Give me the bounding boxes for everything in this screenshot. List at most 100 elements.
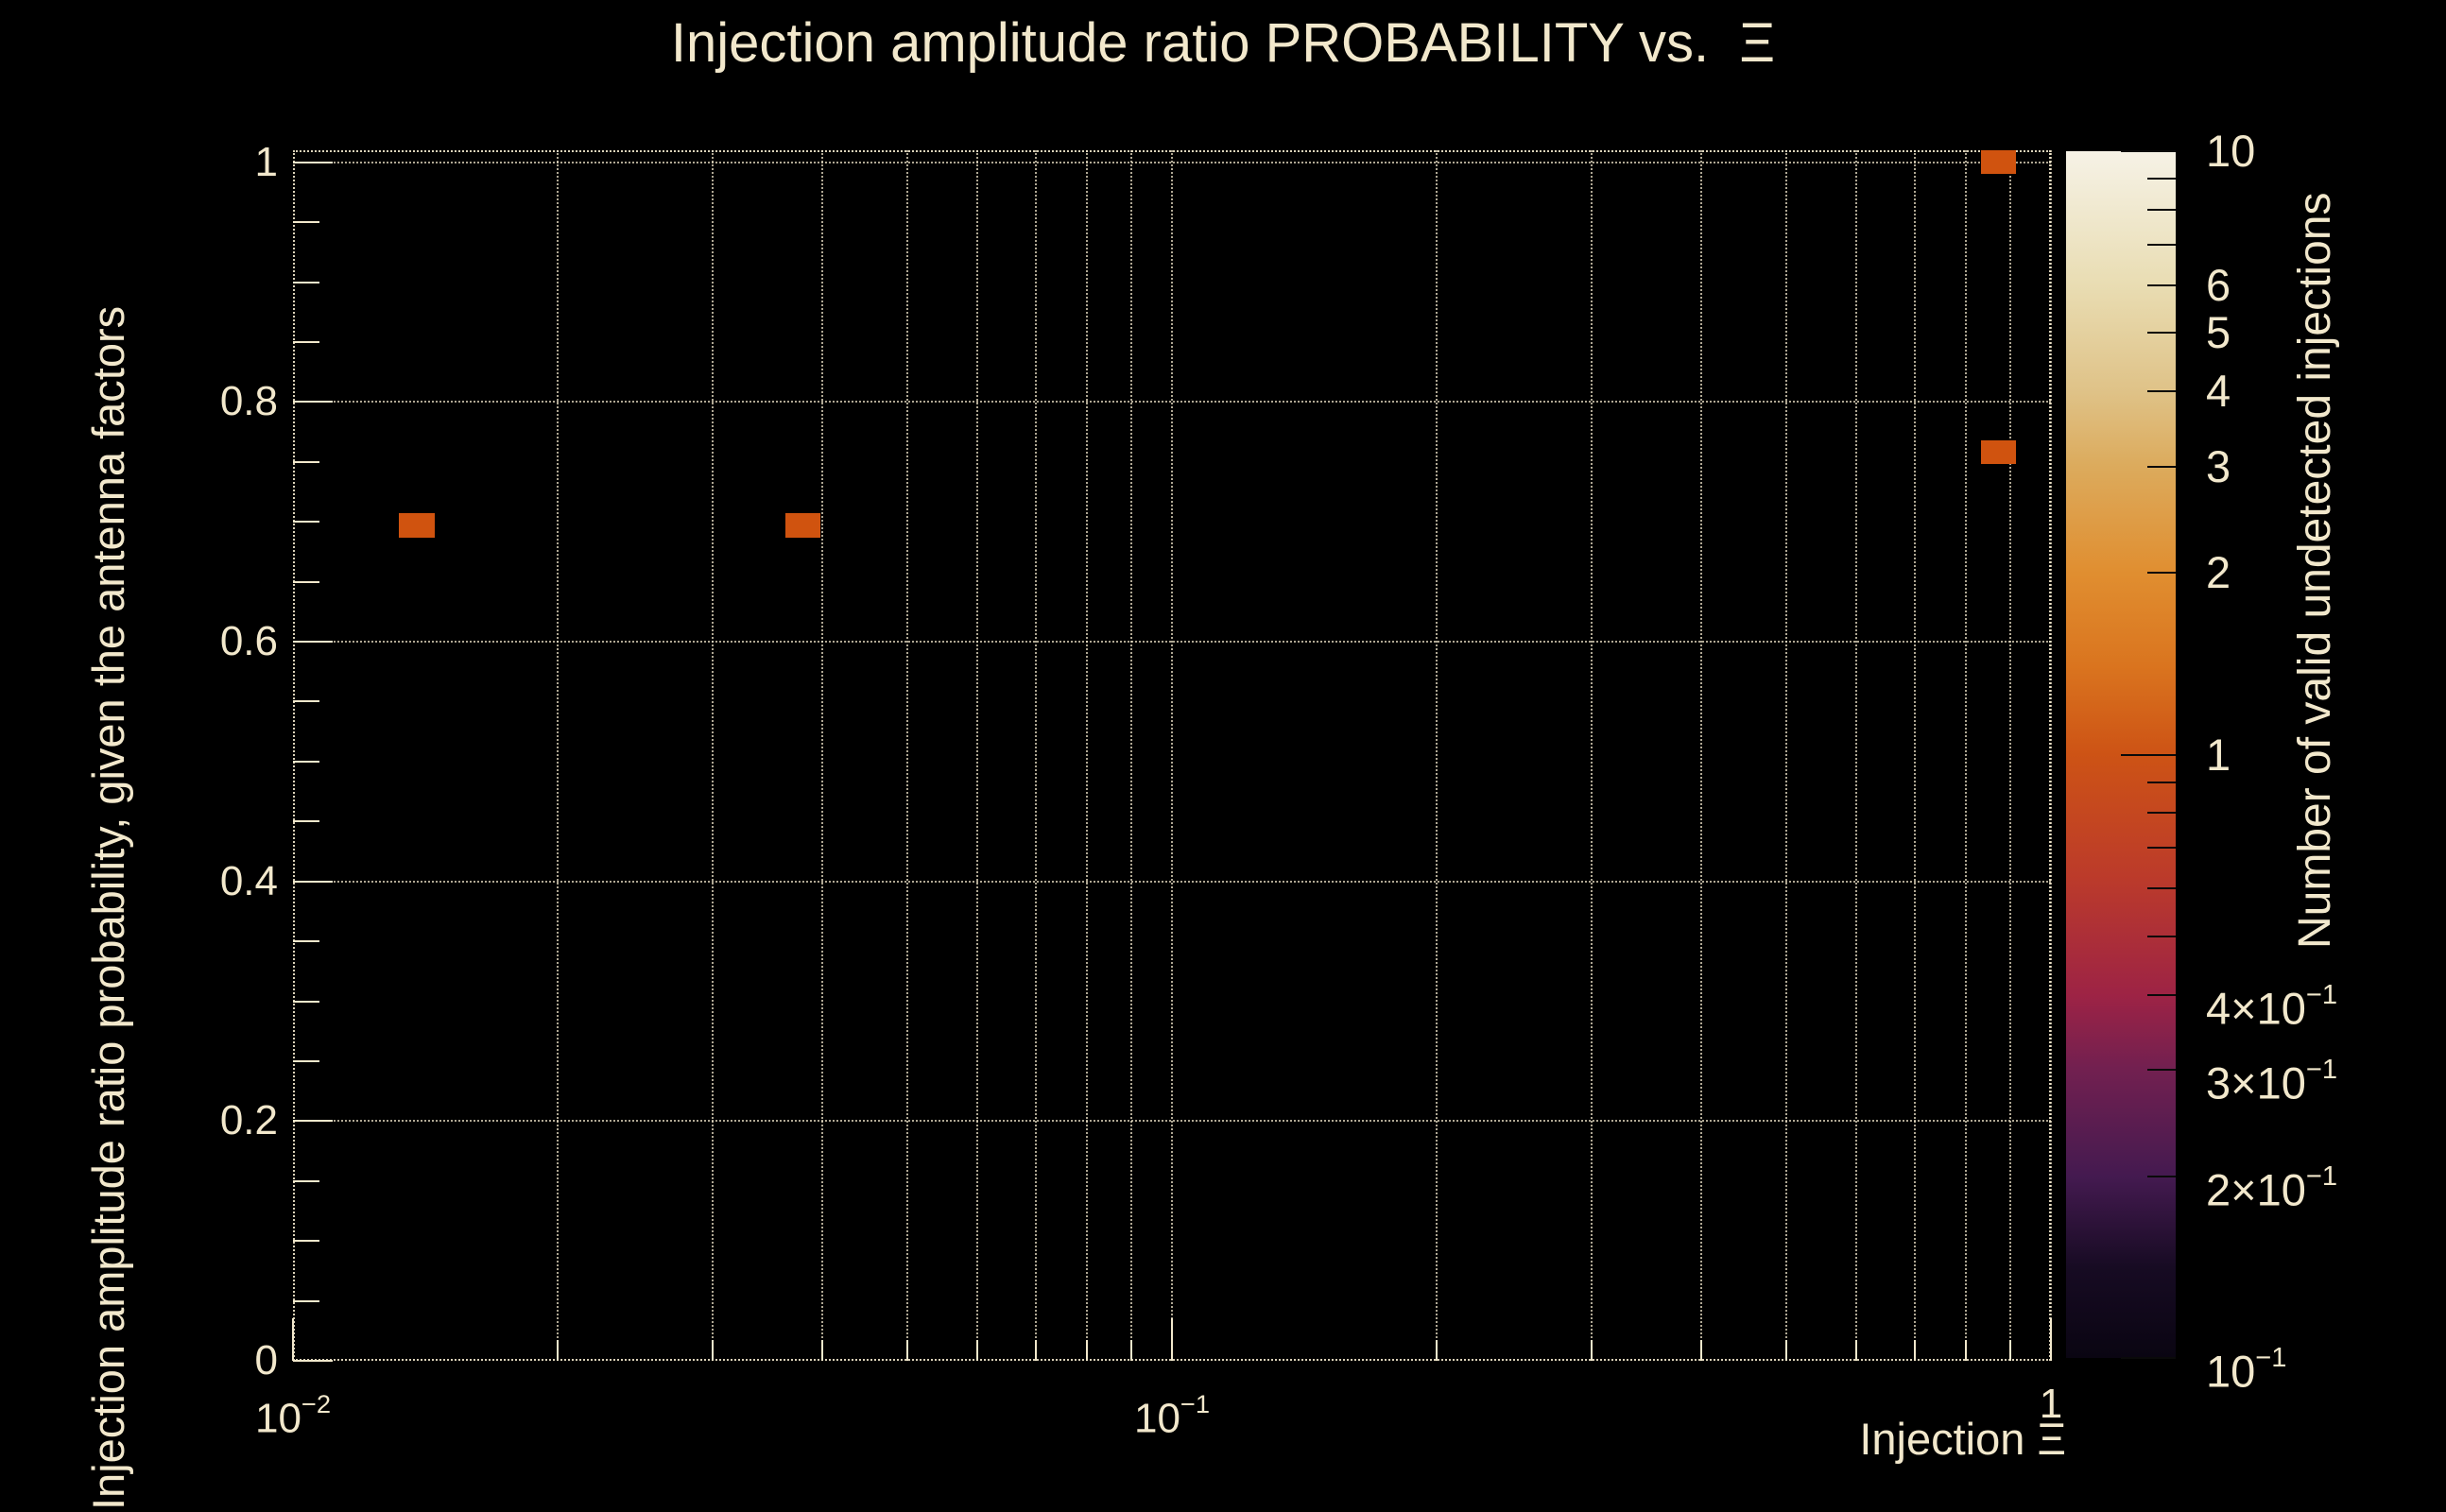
colorbar-tick-label: 4 (2206, 366, 2231, 417)
y-major-tick (293, 880, 333, 883)
y-major-tick (293, 641, 333, 643)
y-minor-tick (293, 521, 319, 524)
x-tick-label: 10−1 (1133, 1389, 1211, 1442)
x-minor-tick (1034, 1340, 1037, 1361)
colorbar-minor-tick (2147, 1175, 2176, 1177)
x-gridline (2050, 150, 2052, 1361)
y-minor-tick (293, 340, 319, 343)
x-minor-tick (1964, 1340, 1967, 1361)
x-gridline (1130, 150, 1133, 1361)
x-major-tick (1171, 1318, 1173, 1361)
colorbar-minor-tick (2147, 812, 2176, 815)
y-tick-label: 0.8 (219, 378, 278, 425)
colorbar-minor-tick (2147, 332, 2176, 335)
x-gridline (556, 150, 559, 1361)
y-minor-tick (293, 820, 319, 823)
y-major-tick (293, 1120, 333, 1123)
x-tick-label: 1 (2039, 1381, 2063, 1427)
x-axis-title: Injection Ξ (1859, 1414, 2066, 1464)
y-tick-label: 0.6 (219, 618, 278, 664)
colorbar-tick-label: 6 (2206, 259, 2231, 310)
colorbar-title: Number of valid undetected injections (2290, 192, 2340, 949)
y-minor-tick (293, 460, 319, 463)
y-major-tick (293, 1360, 333, 1362)
y-minor-tick (293, 1240, 319, 1243)
x-minor-tick (2009, 1340, 2012, 1361)
chart-title: Injection amplitude ratio PROBABILITY vs… (670, 12, 1776, 74)
y-minor-tick (293, 580, 319, 583)
colorbar-minor-tick (2147, 935, 2176, 937)
x-major-tick (2050, 1318, 2052, 1361)
colorbar-major-tick (2121, 1357, 2176, 1359)
x-gridline (2009, 150, 2012, 1361)
colorbar-major-tick (2121, 753, 2176, 756)
y-gridline (293, 880, 2051, 883)
colorbar-tick-label: 3×10−1 (2206, 1055, 2338, 1108)
colorbar-minor-tick (2147, 284, 2176, 286)
y-minor-tick (293, 1179, 319, 1182)
y-minor-tick (293, 1059, 319, 1062)
colorbar-minor-tick (2147, 465, 2176, 468)
x-gridline (1913, 150, 1916, 1361)
x-gridline (820, 150, 823, 1361)
y-minor-tick (293, 1299, 319, 1302)
colorbar-minor-tick (2147, 390, 2176, 393)
x-minor-tick (556, 1340, 559, 1361)
x-minor-tick (1854, 1340, 1857, 1361)
colorbar-minor-tick (2147, 208, 2176, 211)
y-tick-label: 0.2 (219, 1097, 278, 1144)
y-gridline (293, 641, 2051, 643)
x-gridline (975, 150, 978, 1361)
colorbar-major-tick (2121, 150, 2176, 152)
colorbar-minor-tick (2147, 993, 2176, 996)
x-gridline (1435, 150, 1438, 1361)
x-minor-tick (1590, 1340, 1593, 1361)
x-minor-tick (975, 1340, 978, 1361)
y-gridline (293, 1120, 2051, 1123)
y-tick-label: 1 (254, 138, 278, 185)
colorbar-minor-tick (2147, 243, 2176, 246)
y-gridline (293, 401, 2051, 404)
heatmap-bin (399, 513, 436, 538)
y-tick-label: 0 (254, 1337, 278, 1383)
x-gridline (1034, 150, 1037, 1361)
colorbar-minor-tick (2147, 847, 2176, 850)
y-minor-tick (293, 940, 319, 943)
x-gridline (1785, 150, 1788, 1361)
x-gridline (1085, 150, 1088, 1361)
x-minor-tick (1130, 1340, 1133, 1361)
x-major-tick (292, 1318, 294, 1361)
colorbar-minor-tick (2147, 887, 2176, 890)
x-gridline (711, 150, 714, 1361)
colorbar-tick-label: 3 (2206, 440, 2231, 491)
colorbar-minor-tick (2147, 178, 2176, 180)
y-gridline (293, 161, 2051, 163)
y-minor-tick (293, 221, 319, 224)
x-minor-tick (1913, 1340, 1916, 1361)
colorbar-tick-label: 4×10−1 (2206, 979, 2338, 1033)
y-minor-tick (293, 281, 319, 284)
x-gridline (1854, 150, 1857, 1361)
x-tick-label: 10−2 (254, 1389, 332, 1442)
x-minor-tick (1699, 1340, 1702, 1361)
x-minor-tick (906, 1340, 909, 1361)
heatmap-bin (1980, 439, 2016, 465)
colorbar-minor-tick (2147, 572, 2176, 575)
colorbar-tick-label: 10−1 (2206, 1343, 2287, 1397)
colorbar-minor-tick (2147, 1069, 2176, 1072)
colorbar-minor-tick (2147, 781, 2176, 783)
x-minor-tick (711, 1340, 714, 1361)
x-gridline (1699, 150, 1702, 1361)
x-gridline (1590, 150, 1593, 1361)
y-minor-tick (293, 760, 319, 763)
colorbar-tick-label: 5 (2206, 307, 2231, 358)
x-gridline (1171, 150, 1173, 1361)
x-minor-tick (1435, 1340, 1438, 1361)
colorbar-tick-label: 2 (2206, 547, 2231, 598)
x-gridline (906, 150, 909, 1361)
x-minor-tick (1785, 1340, 1788, 1361)
colorbar-tick-label: 10 (2206, 126, 2256, 176)
y-minor-tick (293, 1000, 319, 1003)
heatmap-bin (784, 513, 820, 538)
